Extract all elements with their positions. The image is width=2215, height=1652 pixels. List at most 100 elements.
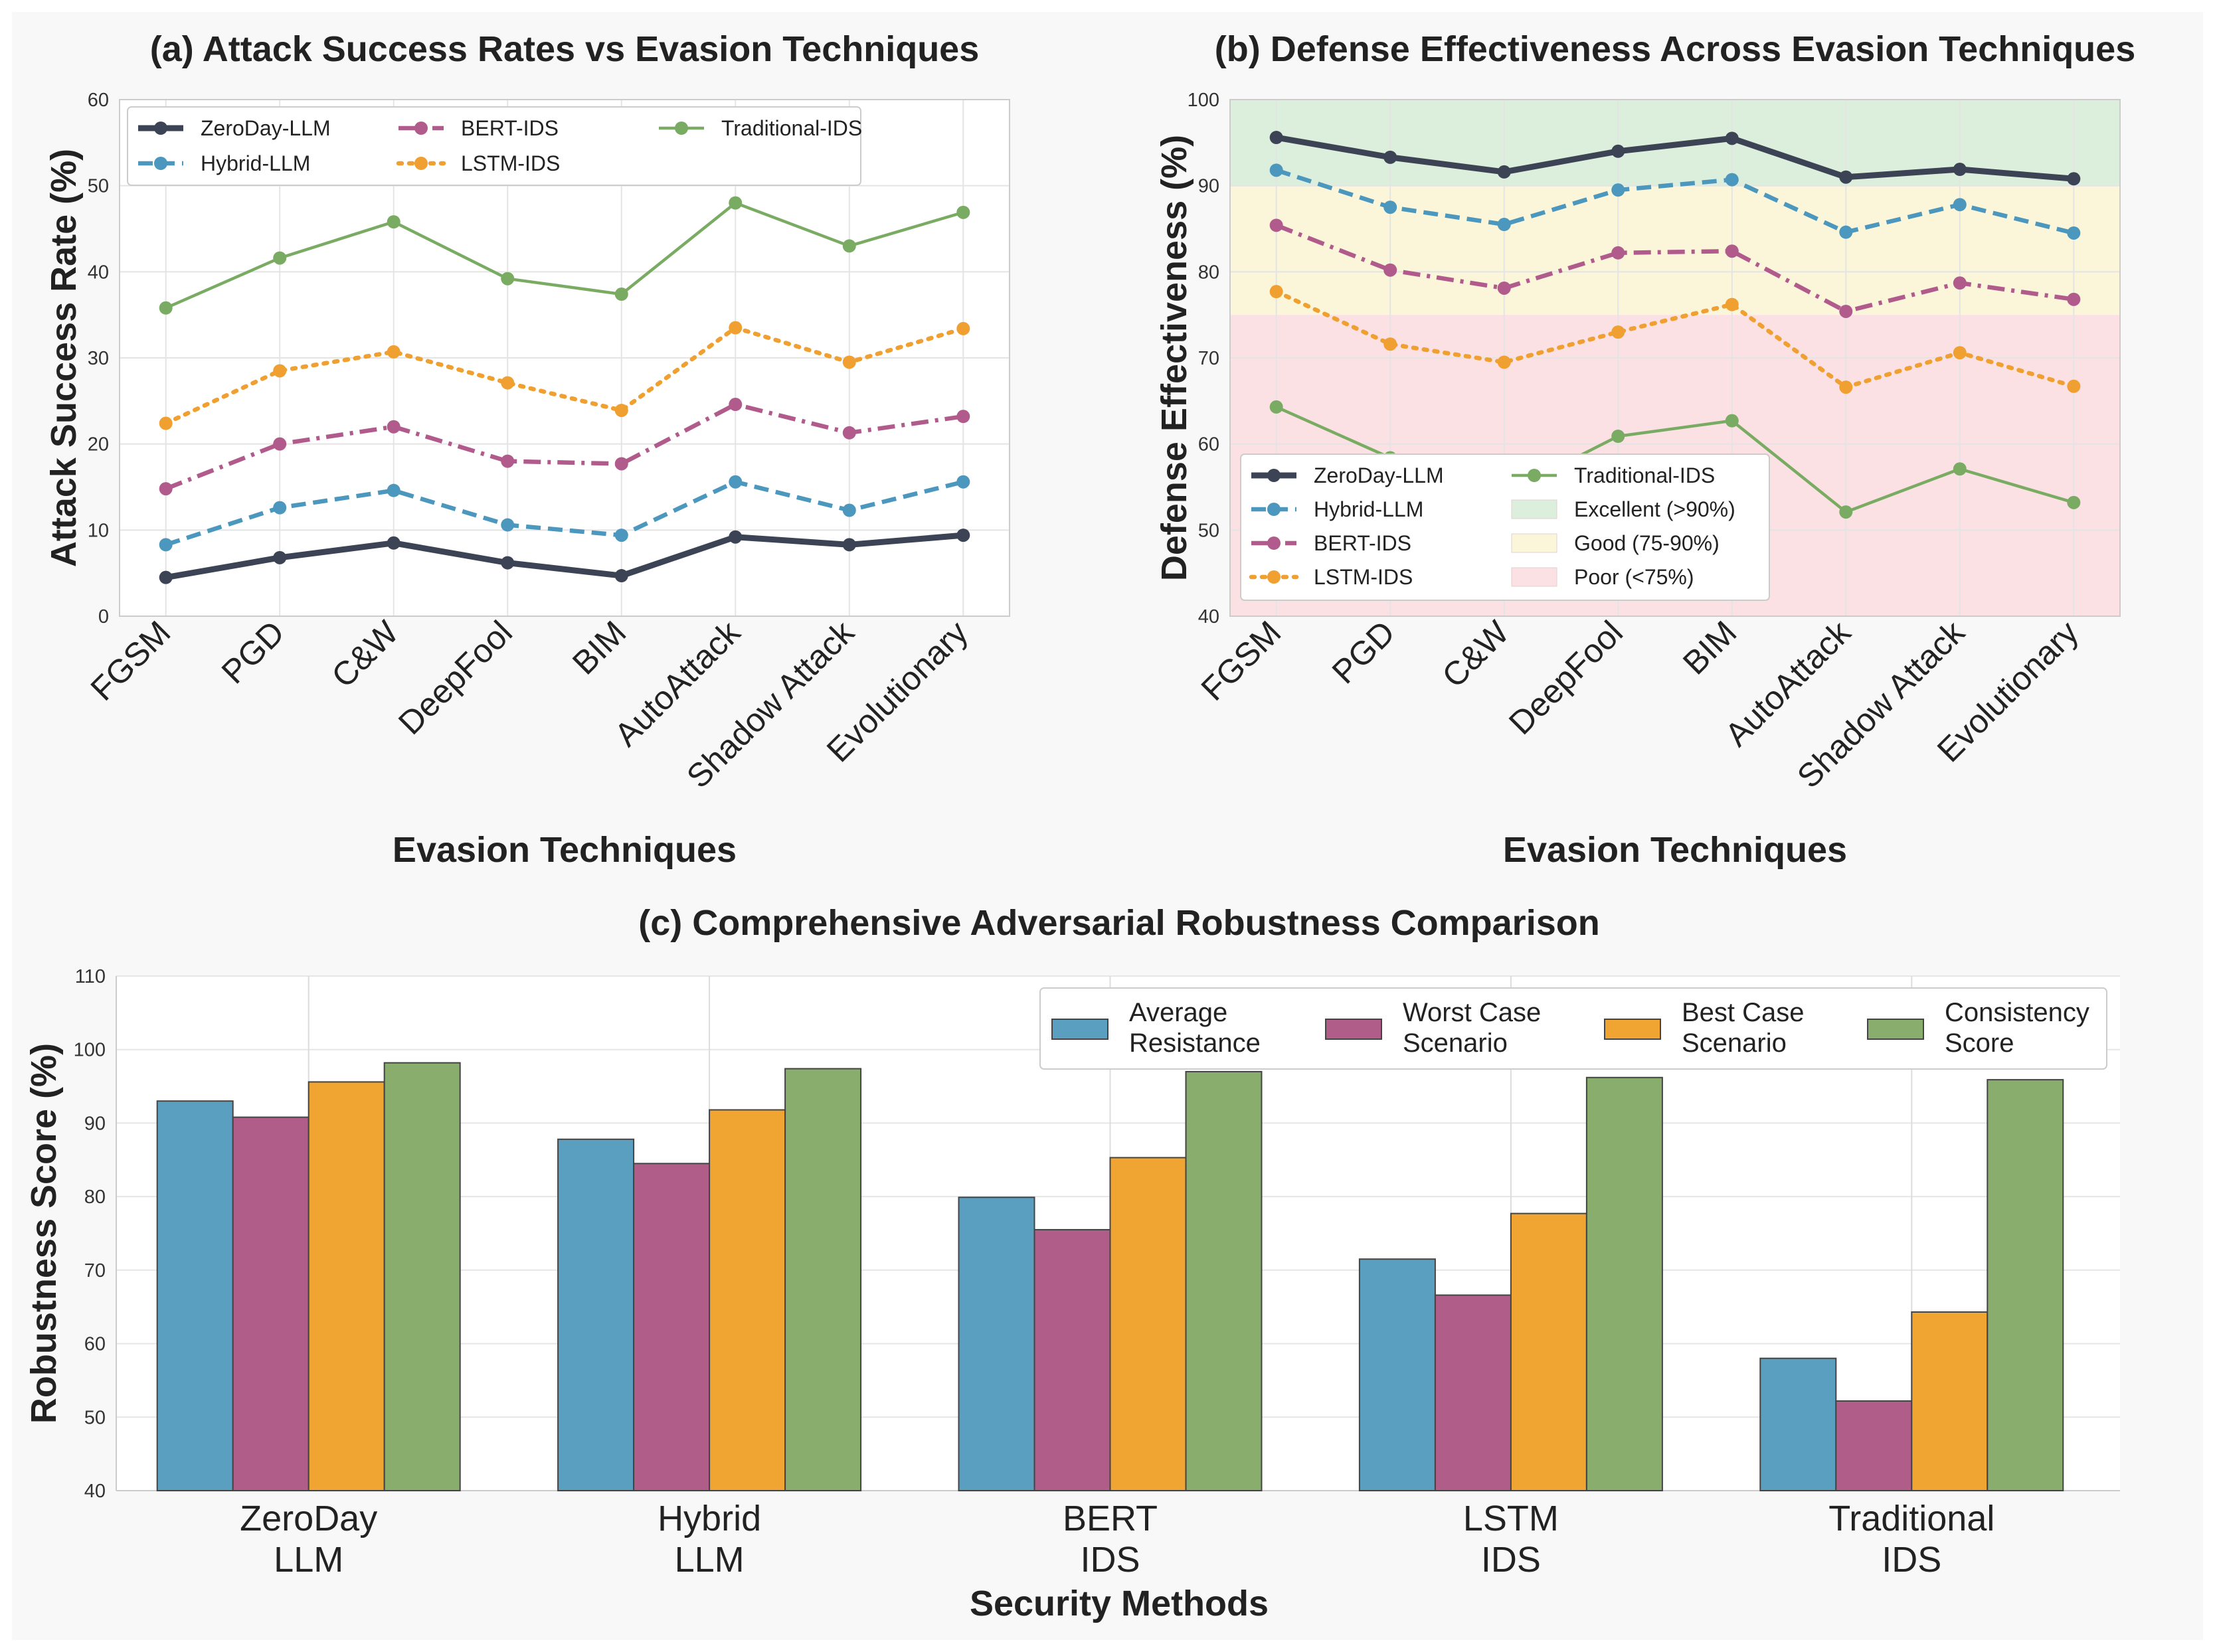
y-tick-label: 20 bbox=[88, 434, 109, 455]
bar-best-case-scenario bbox=[308, 1081, 385, 1491]
data-point-bert-ids bbox=[1383, 263, 1397, 277]
y-tick-label: 50 bbox=[84, 1407, 106, 1428]
data-point-bert-ids bbox=[1725, 244, 1739, 258]
data-point-traditional-ids bbox=[1611, 429, 1625, 443]
data-point-lstm-ids bbox=[1269, 285, 1283, 299]
legend-label: Scenario bbox=[1403, 1029, 1508, 1058]
bar-best-case-scenario bbox=[1109, 1157, 1187, 1491]
legend-label: Resistance bbox=[1129, 1029, 1261, 1058]
data-point-bert-ids bbox=[159, 482, 173, 496]
x-tick-label: IDS bbox=[1080, 1540, 1140, 1580]
bar-average-resistance bbox=[156, 1100, 234, 1491]
legend-label-zeroday-llm: ZeroDay-LLM bbox=[1314, 463, 1444, 487]
legend-marker bbox=[1267, 570, 1281, 584]
y-axis-label: Defense Effectiveness (%) bbox=[1154, 135, 1194, 581]
x-axis-label: Security Methods bbox=[970, 1584, 1269, 1623]
data-point-lstm-ids bbox=[956, 321, 970, 335]
data-point-bert-ids bbox=[1497, 281, 1511, 295]
data-point-hybrid-llm bbox=[2067, 226, 2081, 240]
y-tick-label: 100 bbox=[74, 1040, 106, 1061]
data-point-bert-ids bbox=[1269, 218, 1283, 232]
bar-worst-case-scenario bbox=[633, 1163, 711, 1491]
x-axis-label: Evasion Techniques bbox=[1503, 830, 1847, 870]
legend-marker bbox=[414, 157, 428, 170]
bar-worst-case-scenario bbox=[1434, 1294, 1512, 1491]
data-point-traditional-ids bbox=[387, 215, 400, 229]
legend-swatch-best-case-scenario bbox=[1604, 1019, 1661, 1040]
legend-swatch-worst-case-scenario bbox=[1325, 1019, 1382, 1040]
data-point-lstm-ids bbox=[387, 345, 400, 359]
legend-label-bert-ids: BERT-IDS bbox=[1314, 531, 1411, 555]
data-point-zeroday-llm bbox=[729, 530, 743, 544]
y-tick-label: 50 bbox=[88, 176, 109, 197]
y-tick-label: 60 bbox=[1198, 434, 1219, 455]
data-point-zeroday-llm bbox=[1497, 165, 1511, 179]
data-point-traditional-ids bbox=[1269, 400, 1283, 414]
y-tick-label: 90 bbox=[1198, 176, 1219, 197]
legend-label-zeroday-llm: ZeroDay-LLM bbox=[201, 116, 331, 140]
legend-label-hybrid-llm: Hybrid-LLM bbox=[201, 151, 310, 175]
legend-label-lstm-ids: LSTM-IDS bbox=[461, 151, 560, 175]
data-point-bert-ids bbox=[842, 426, 856, 440]
data-point-hybrid-llm bbox=[1269, 163, 1283, 177]
legend-box bbox=[1039, 987, 2107, 1070]
x-tick-label: ZeroDay bbox=[240, 1499, 377, 1538]
data-point-zeroday-llm bbox=[159, 570, 173, 584]
y-tick-label: 40 bbox=[84, 1481, 106, 1502]
data-point-zeroday-llm bbox=[1269, 131, 1283, 145]
legend-label: Best Case bbox=[1682, 998, 1805, 1027]
data-point-bert-ids bbox=[1839, 304, 1853, 318]
data-point-bert-ids bbox=[1611, 246, 1625, 260]
legend-label: Worst Case bbox=[1403, 998, 1541, 1027]
data-point-traditional-ids bbox=[1839, 505, 1853, 519]
y-tick-label: 70 bbox=[1198, 348, 1219, 369]
legend-marker bbox=[1267, 537, 1281, 550]
legend-swatch-consistency-score bbox=[1867, 1019, 1924, 1040]
data-point-traditional-ids bbox=[729, 196, 743, 210]
series-line-hybrid-llm bbox=[165, 479, 964, 547]
bar-consistency-score bbox=[784, 1068, 862, 1491]
legend-label-hybrid-llm: Hybrid-LLM bbox=[1314, 497, 1423, 521]
x-tick-label: Hybrid bbox=[658, 1499, 761, 1538]
series-line-lstm-ids bbox=[163, 325, 966, 426]
legend-label: Consistency bbox=[1945, 998, 2089, 1027]
series-line-traditional-ids bbox=[165, 201, 964, 309]
series-line-zeroday-llm bbox=[165, 532, 964, 581]
data-point-zeroday-llm bbox=[956, 529, 970, 542]
data-point-hybrid-llm bbox=[614, 529, 628, 542]
data-point-traditional-ids bbox=[1725, 414, 1739, 428]
data-point-bert-ids bbox=[387, 420, 400, 434]
data-point-zeroday-llm bbox=[1383, 150, 1397, 164]
legend-marker bbox=[154, 122, 167, 135]
data-point-zeroday-llm bbox=[1611, 144, 1625, 158]
legend-label: Score bbox=[1945, 1029, 2014, 1058]
bar-consistency-score bbox=[1585, 1076, 1663, 1492]
data-point-lstm-ids bbox=[273, 364, 287, 378]
legend-label-traditional-ids: Traditional-IDS bbox=[1574, 463, 1715, 487]
data-point-hybrid-llm bbox=[501, 518, 515, 532]
data-point-traditional-ids bbox=[956, 205, 970, 219]
x-tick-label: LSTM bbox=[1463, 1499, 1559, 1538]
data-point-bert-ids bbox=[1953, 276, 1967, 290]
bar-best-case-scenario bbox=[1510, 1212, 1587, 1492]
data-point-traditional-ids bbox=[159, 301, 173, 315]
chart-title: (c) Comprehensive Adversarial Robustness… bbox=[638, 903, 1599, 943]
y-tick-label: 80 bbox=[1198, 262, 1219, 283]
y-tick-label: 40 bbox=[88, 262, 109, 283]
y-tick-label: 60 bbox=[88, 90, 109, 111]
data-point-traditional-ids bbox=[501, 272, 515, 286]
y-tick-label: 110 bbox=[75, 966, 106, 987]
data-point-traditional-ids bbox=[2067, 495, 2081, 509]
data-point-hybrid-llm bbox=[387, 483, 400, 497]
legend-zone-swatch bbox=[1511, 499, 1557, 519]
y-tick-label: 60 bbox=[84, 1334, 106, 1355]
data-point-bert-ids bbox=[2067, 292, 2081, 306]
plot-frame bbox=[1229, 99, 2121, 617]
data-point-lstm-ids bbox=[1611, 325, 1625, 339]
data-point-lstm-ids bbox=[729, 321, 743, 335]
x-tick-label: Traditional bbox=[1828, 1499, 1994, 1538]
